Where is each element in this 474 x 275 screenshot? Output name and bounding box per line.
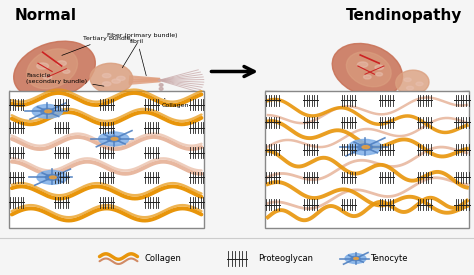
Text: Proteoglycan: Proteoglycan — [258, 254, 313, 263]
Text: Tertiary bundle: Tertiary bundle — [62, 36, 130, 55]
Ellipse shape — [107, 136, 120, 142]
Ellipse shape — [357, 144, 373, 150]
Ellipse shape — [90, 63, 133, 94]
Ellipse shape — [102, 82, 111, 86]
Ellipse shape — [14, 41, 95, 99]
Ellipse shape — [376, 73, 383, 76]
Text: Tendinopathy: Tendinopathy — [346, 8, 463, 23]
Text: Fascicle
(secondary bundle): Fascicle (secondary bundle) — [26, 73, 104, 86]
Ellipse shape — [45, 110, 52, 113]
Ellipse shape — [345, 254, 366, 263]
Ellipse shape — [37, 170, 67, 184]
Ellipse shape — [354, 258, 358, 259]
Ellipse shape — [32, 104, 63, 118]
Ellipse shape — [99, 132, 129, 146]
Ellipse shape — [406, 86, 413, 90]
FancyBboxPatch shape — [265, 91, 469, 228]
Ellipse shape — [57, 61, 66, 66]
Text: Fiber (primary bundle): Fiber (primary bundle) — [107, 33, 177, 68]
Ellipse shape — [159, 87, 163, 90]
Ellipse shape — [41, 108, 54, 114]
Ellipse shape — [36, 63, 48, 69]
Ellipse shape — [63, 70, 70, 73]
Ellipse shape — [159, 84, 163, 86]
Text: fibril: fibril — [130, 39, 146, 76]
Ellipse shape — [112, 79, 120, 83]
Ellipse shape — [102, 73, 111, 78]
Ellipse shape — [404, 78, 411, 82]
Text: Collagen: Collagen — [145, 254, 182, 263]
Ellipse shape — [117, 76, 125, 80]
Ellipse shape — [416, 82, 423, 86]
Text: Tenocyte: Tenocyte — [370, 254, 407, 263]
Ellipse shape — [348, 139, 382, 155]
Text: Normal: Normal — [14, 8, 76, 23]
Ellipse shape — [375, 65, 383, 70]
Ellipse shape — [49, 176, 56, 179]
Ellipse shape — [111, 138, 118, 140]
FancyBboxPatch shape — [9, 91, 204, 228]
Ellipse shape — [43, 75, 52, 79]
Ellipse shape — [396, 70, 429, 95]
Ellipse shape — [159, 95, 163, 98]
Ellipse shape — [346, 52, 391, 87]
Ellipse shape — [351, 256, 360, 261]
Ellipse shape — [362, 146, 370, 148]
Ellipse shape — [159, 91, 163, 94]
Ellipse shape — [159, 99, 163, 102]
Ellipse shape — [357, 62, 368, 67]
Ellipse shape — [27, 49, 78, 89]
Ellipse shape — [364, 75, 371, 79]
Ellipse shape — [332, 43, 402, 97]
Ellipse shape — [46, 174, 59, 180]
Text: Collagen: Collagen — [161, 98, 189, 108]
